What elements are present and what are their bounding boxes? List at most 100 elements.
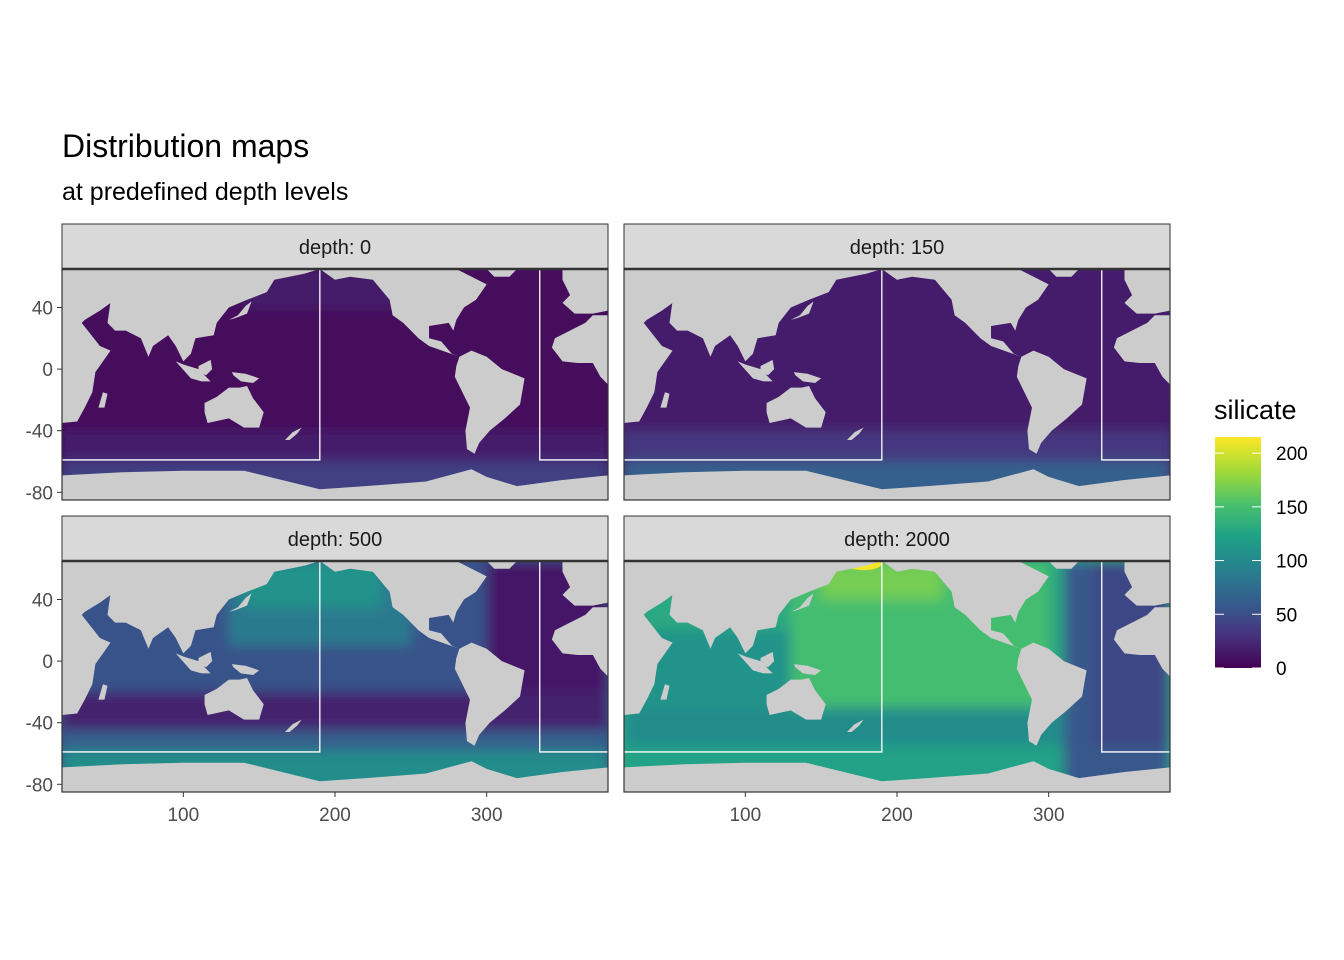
y-tick-label: 0 [42,652,53,673]
y-tick-label: 40 [32,299,53,320]
land-mass [846,427,864,440]
facet-strip-label: depth: 0 [299,237,371,259]
land-mass [624,469,1170,500]
land-mass [319,269,487,357]
region-boundary [1101,269,1170,461]
land-mass [551,315,608,385]
land-mass [486,269,517,277]
land-mass [204,678,264,720]
silicate-band [62,730,608,751]
land-mass [760,651,775,668]
land-mass [175,653,211,674]
facet-strip-label: depth: 150 [850,237,945,259]
land-mass [1124,269,1170,314]
region-boundary [539,269,608,461]
land-mass [660,392,670,408]
land-mass [1016,642,1087,746]
facet-strip [623,515,1171,562]
land-mass [486,561,517,569]
land-mass [454,350,525,454]
y-tick-label: 0 [42,360,53,381]
land-mass [98,392,108,408]
land-mass [766,678,826,720]
land-mass [790,593,814,612]
map-area [624,269,1170,500]
facet-strip-label: depth: 2000 [844,529,950,551]
land-mass [204,386,264,428]
land-mass [284,427,302,440]
region-boundary [62,561,321,753]
land-mass [551,607,608,677]
land-mass [62,269,123,423]
land-mass [624,561,685,715]
facet-grid: depth: 0 40 0 -40 -80 depth: 150 depth: 500 40 0… [26,223,1171,826]
chart-title: Distribution maps [62,128,309,164]
land-mass [107,561,320,654]
land-mass [790,301,814,320]
x-tick-label: 300 [1033,805,1065,826]
land-mass [107,269,320,362]
map-area [624,561,1170,792]
y-tick-label: -40 [26,714,53,735]
y-tick-label: -40 [26,422,53,443]
land-mass [284,719,302,732]
legend: silicate 200 150 100 50 0 [1214,395,1308,680]
land-mass [228,593,252,612]
region-boundary [1101,561,1170,753]
land-mass [737,361,773,382]
land-mass [624,761,1170,792]
y-tick-label: -80 [26,775,53,796]
chart-subtitle: at predefined depth levels [62,178,348,206]
land-mass [793,664,822,675]
facet-strip-label: depth: 500 [288,529,383,551]
x-tick-label: 100 [167,805,199,826]
land-mass [1048,269,1079,277]
y-tick-label: -80 [26,483,53,504]
land-mass [319,561,487,649]
land-mass [231,372,260,383]
legend-label: 100 [1276,552,1308,573]
region-boundary [62,269,321,461]
land-mass [228,301,252,320]
land-mass [881,269,1049,357]
silicate-band [624,399,1170,431]
region-boundary [539,561,608,753]
land-mass [1016,350,1087,454]
land-mass [669,561,882,654]
land-mass [1124,561,1170,606]
facet-strip [61,223,609,270]
x-tick-label: 200 [319,805,351,826]
x-tick-label: 200 [881,805,913,826]
land-mass [660,684,670,700]
land-mass [98,684,108,700]
region-boundary [624,269,883,461]
land-mass [562,561,608,606]
y-tick-label: 40 [32,591,53,612]
land-mass [1048,561,1079,569]
land-mass [737,653,773,674]
map-area [62,561,608,792]
legend-label: 0 [1276,659,1287,680]
land-mass [231,664,260,675]
facet-panel: depth: 2000 100 200 300 [623,515,1171,826]
land-mass [62,469,608,500]
x-tick-label: 300 [471,805,503,826]
land-mass [669,269,882,362]
land-mass [1113,607,1170,677]
land-mass [624,269,685,423]
facet-strip [61,515,609,562]
silicate-band [62,430,608,462]
facet-panel: depth: 500 40 0 -40 -80 100 200 300 [26,515,609,826]
land-mass [454,642,525,746]
land-mass [562,269,608,314]
land-mass [1113,315,1170,385]
land-mass [198,651,213,668]
land-mass [198,359,213,376]
legend-title: silicate [1214,395,1297,425]
silicate-band [62,691,608,731]
land-mass [846,719,864,732]
land-mass [793,372,822,383]
silicate-band [624,430,1170,462]
land-mass [881,561,1049,649]
